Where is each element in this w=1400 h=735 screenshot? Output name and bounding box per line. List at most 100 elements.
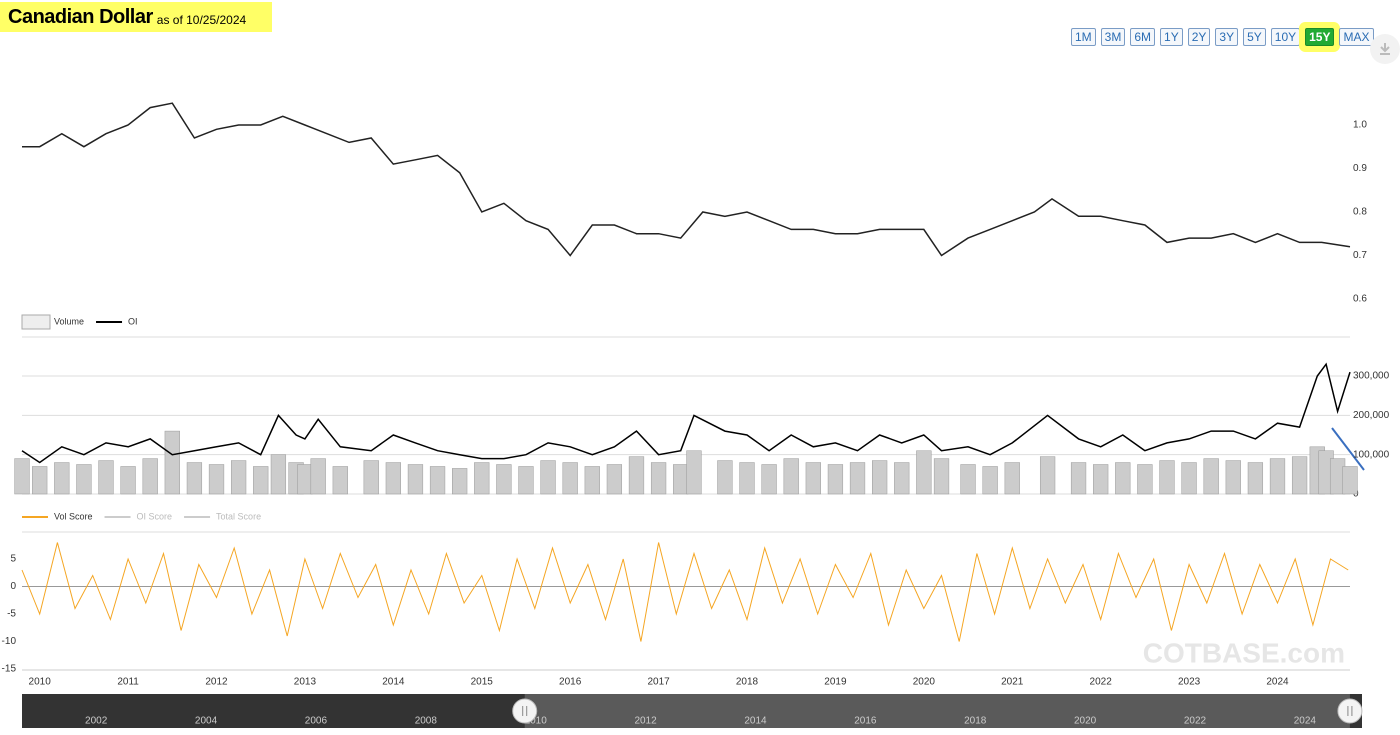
series-line — [21, 542, 1349, 642]
volume-bar — [54, 462, 70, 495]
volume-bar — [474, 462, 490, 495]
volume-bar — [717, 460, 733, 495]
volume-bar — [1291, 456, 1308, 495]
volume-bar — [650, 462, 667, 495]
volume-bar — [1318, 450, 1334, 495]
volume-bar — [496, 464, 512, 495]
handle-grip — [522, 706, 528, 716]
y-tick-label: 0 — [1353, 489, 1359, 500]
volume-bar — [98, 460, 114, 495]
volume-bar — [76, 464, 92, 495]
x-tick-label: 2017 — [647, 677, 670, 688]
range-button[interactable]: 10Y — [1270, 28, 1301, 46]
download-icon — [1380, 43, 1390, 55]
volume-bar — [1093, 464, 1109, 495]
range-button[interactable]: 3M — [1100, 28, 1126, 46]
x-tick-label: 2021 — [1001, 677, 1024, 688]
volume-bar — [186, 462, 203, 495]
volume-bar — [540, 460, 556, 495]
volume-bar — [827, 464, 844, 495]
navigator-label: 2002 — [85, 716, 108, 727]
range-button[interactable]: MAX — [1339, 28, 1374, 46]
y-tick-label: 300,000 — [1353, 371, 1390, 382]
volume-bar — [849, 462, 866, 495]
volume-bar — [363, 460, 379, 495]
volume-bar — [32, 466, 48, 495]
navigator-label: 2022 — [1184, 716, 1207, 727]
range-button[interactable]: 5Y — [1243, 28, 1266, 46]
range-button[interactable]: 1M — [1071, 28, 1096, 46]
navigator — [22, 694, 1362, 728]
range-button[interactable]: 2Y — [1187, 28, 1211, 46]
volume-bar — [1203, 458, 1219, 495]
volume-bar — [673, 464, 689, 495]
volume-bar — [297, 464, 313, 495]
y-tick-label: -10 — [2, 636, 17, 647]
range-button[interactable]: 1Y — [1160, 28, 1183, 46]
range-button[interactable]: 3Y — [1215, 28, 1239, 46]
volume-bar — [1247, 462, 1264, 495]
navigator-label: 2004 — [195, 716, 218, 727]
handle-grip — [1347, 706, 1353, 716]
x-tick-label: 2019 — [824, 677, 847, 688]
x-tick-label: 2018 — [736, 677, 759, 688]
volume-bar — [1159, 460, 1175, 495]
navigator-handle[interactable] — [512, 698, 538, 724]
volume-bar — [1309, 446, 1325, 495]
range-button[interactable]: 15Y — [1305, 28, 1335, 46]
navigator-label: 2008 — [415, 716, 438, 727]
volume-bar — [208, 464, 225, 495]
volume-bar — [960, 464, 976, 495]
volume-bar — [164, 430, 180, 495]
volume-bar — [452, 468, 468, 495]
volume-bar — [332, 466, 348, 495]
volume-bar — [982, 466, 998, 495]
y-tick-label: 0.9 — [1353, 163, 1367, 174]
volume-bar — [142, 458, 158, 495]
legend-label: Total Score — [216, 511, 261, 521]
volume-bar — [584, 466, 600, 495]
volume-bar — [14, 458, 30, 495]
volume-bar — [518, 466, 534, 495]
volume-bar — [253, 466, 269, 495]
x-tick-label: 2020 — [913, 677, 936, 688]
y-tick-label: 0.6 — [1353, 294, 1367, 305]
x-tick-label: 2012 — [205, 677, 228, 688]
volume-bar — [739, 462, 755, 495]
x-tick-label: 2024 — [1266, 677, 1289, 688]
volume-bar — [606, 464, 623, 495]
y-tick-label: -15 — [2, 664, 17, 675]
volume-bar — [872, 460, 888, 495]
legend-swatch — [21, 314, 51, 330]
x-tick-label: 2015 — [471, 677, 494, 688]
navigator-handle[interactable] — [1337, 698, 1363, 724]
volume-bar — [270, 454, 287, 495]
volume-bar — [1070, 462, 1087, 495]
navigator-label: 2006 — [305, 716, 328, 727]
annotation-arrow — [1331, 427, 1365, 471]
x-tick-label: 2022 — [1090, 677, 1113, 688]
volume-bar — [933, 458, 950, 495]
volume-bar — [783, 458, 799, 495]
volume-bar — [230, 460, 247, 495]
volume-bar — [1004, 462, 1020, 495]
x-tick-label: 2014 — [382, 677, 405, 688]
volume-bar — [429, 466, 446, 495]
x-tick-label: 2011 — [117, 677, 139, 688]
navigator-label: 2016 — [854, 716, 877, 727]
navigator-label: 2024 — [1294, 716, 1317, 727]
navigator-label: 2012 — [634, 716, 657, 727]
volume-bar — [686, 450, 702, 495]
legend-label: Vol Score — [54, 511, 93, 521]
volume-bar — [385, 462, 401, 495]
volume-bar — [1115, 462, 1131, 495]
download-button[interactable] — [1370, 34, 1400, 64]
volume-bar — [1039, 456, 1056, 495]
volume-bar — [407, 464, 424, 495]
volume-bar — [288, 462, 304, 495]
y-tick-label: 0.8 — [1353, 207, 1367, 218]
range-button[interactable]: 6M — [1130, 28, 1156, 46]
volume-bar — [761, 464, 777, 495]
y-tick-label: -5 — [7, 609, 16, 620]
